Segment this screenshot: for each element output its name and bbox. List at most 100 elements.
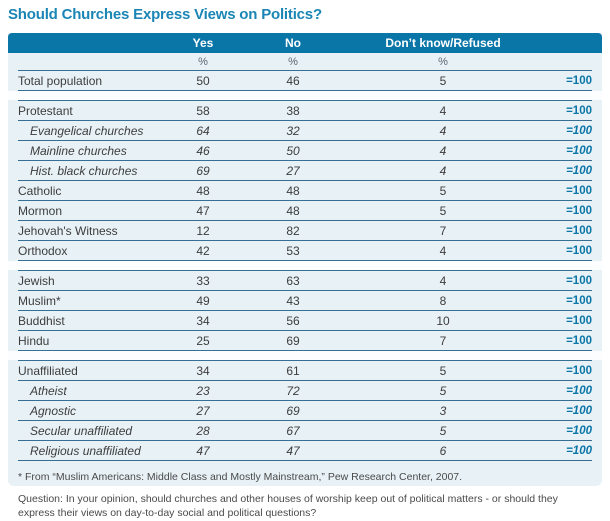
table-row: Protestant 58 38 4 =100 (18, 100, 592, 121)
percent-symbol-yes: % (198, 55, 208, 68)
value-dk: 4 (439, 143, 447, 158)
value-yes: 58 (196, 103, 210, 118)
value-yes: 64 (196, 123, 210, 138)
table-row: Religious unaffiliated 47 47 6 =100 (18, 441, 592, 461)
table-section: Total population 50 46 5 =100 (8, 71, 602, 91)
value-dk: 4 (439, 163, 447, 178)
value-total: =100 (566, 124, 592, 137)
value-yes: 27 (196, 403, 210, 418)
row-label: Buddhist (18, 313, 65, 328)
table-row: Agnostic 27 69 3 =100 (18, 401, 592, 421)
table-row: Jehovah's Witness 12 82 7 =100 (18, 221, 592, 241)
value-no: 63 (286, 273, 300, 288)
table-body: Total population 50 46 5 =100 Protestant 58 38 4… (8, 71, 602, 461)
footnote-source: * From “Muslim Americans: Middle Class a… (18, 471, 463, 483)
value-yes: 47 (196, 443, 210, 458)
value-total: =100 (566, 364, 592, 377)
row-label: Hindu (18, 333, 50, 348)
value-no: 50 (286, 143, 300, 158)
column-header-dk: Don’t know/Refused (385, 36, 501, 50)
table-header-row: Yes No Don’t know/Refused (8, 33, 602, 53)
value-total: =100 (566, 294, 592, 307)
value-total: =100 (566, 184, 592, 197)
column-header-no: No (285, 36, 301, 50)
value-yes: 28 (196, 423, 210, 438)
value-total: =100 (566, 314, 592, 327)
section-gap (8, 91, 602, 100)
value-no: 56 (286, 313, 300, 328)
value-dk: 4 (439, 273, 447, 288)
table-row: Hindu 25 69 7 =100 (18, 331, 592, 351)
value-yes: 34 (196, 363, 210, 378)
value-total: =100 (566, 404, 592, 417)
row-label: Secular unaffiliated (30, 423, 133, 438)
percent-row: % % % (18, 53, 592, 71)
value-no: 67 (286, 423, 300, 438)
column-header-yes: Yes (192, 36, 214, 50)
section-gap (8, 351, 602, 360)
value-no: 43 (286, 293, 300, 308)
value-dk: 5 (439, 73, 447, 88)
table-section: Protestant 58 38 4 =100 Evangelical churches 6… (8, 100, 602, 261)
value-no: 53 (286, 243, 300, 258)
value-no: 47 (286, 443, 300, 458)
value-dk: 5 (439, 203, 447, 218)
row-label: Total population (18, 73, 103, 88)
value-yes: 47 (196, 203, 210, 218)
value-yes: 48 (196, 183, 210, 198)
table-row: Evangelical churches 64 32 4 =100 (18, 121, 592, 141)
value-dk: 7 (439, 223, 447, 238)
row-label: Mainline churches (30, 143, 127, 158)
value-yes: 42 (196, 243, 210, 258)
row-label: Agnostic (30, 403, 77, 418)
value-yes: 23 (196, 383, 210, 398)
percent-symbol-no: % (288, 55, 298, 68)
value-no: 46 (286, 73, 300, 88)
value-no: 69 (286, 403, 300, 418)
percent-symbol-dk: % (438, 55, 448, 68)
value-dk: 4 (439, 103, 447, 118)
value-no: 48 (286, 203, 300, 218)
row-label: Religious unaffiliated (30, 443, 141, 458)
value-yes: 34 (196, 313, 210, 328)
value-dk: 4 (439, 123, 447, 138)
value-no: 38 (286, 103, 300, 118)
value-dk: 5 (439, 363, 447, 378)
row-label: Orthodox (18, 243, 68, 258)
value-total: =100 (566, 274, 592, 287)
row-label: Muslim* (18, 293, 61, 308)
table-card: Yes No Don’t know/Refused % % % Total po… (8, 33, 602, 519)
table-row: Hist. black churches 69 27 4 =100 (18, 161, 592, 181)
value-dk: 4 (439, 243, 447, 258)
row-label: Catholic (18, 183, 62, 198)
row-label: Atheist (30, 383, 67, 398)
table-row: Mormon 47 48 5 =100 (18, 201, 592, 221)
value-no: 27 (286, 163, 300, 178)
table-row: Muslim* 49 43 8 =100 (18, 291, 592, 311)
section-gap (8, 261, 602, 270)
value-dk: 5 (439, 423, 447, 438)
row-label: Jehovah's Witness (18, 223, 118, 238)
table-row: Unaffiliated 34 61 5 =100 (18, 360, 592, 381)
row-label: Jewish (18, 273, 55, 288)
value-no: 48 (286, 183, 300, 198)
value-no: 82 (286, 223, 300, 238)
value-total: =100 (566, 334, 592, 347)
value-dk: 5 (439, 183, 447, 198)
row-label: Mormon (18, 203, 63, 218)
value-dk: 6 (439, 443, 447, 458)
value-no: 72 (286, 383, 300, 398)
value-dk: 8 (439, 293, 447, 308)
value-yes: 49 (196, 293, 210, 308)
table-row: Jewish 33 63 4 =100 (18, 270, 592, 291)
value-dk: 3 (439, 403, 447, 418)
footnote-question: Question: In your opinion, should church… (18, 492, 558, 520)
value-yes: 33 (196, 273, 210, 288)
table-row: Secular unaffiliated 28 67 5 =100 (18, 421, 592, 441)
table-section: Jewish 33 63 4 =100 Muslim* 49 43 8 =100 Buddhist 3… (8, 270, 602, 351)
value-dk: 5 (439, 383, 447, 398)
value-yes: 46 (196, 143, 210, 158)
value-total: =100 (566, 244, 592, 257)
row-label: Unaffiliated (18, 363, 78, 378)
value-total: =100 (566, 424, 592, 437)
